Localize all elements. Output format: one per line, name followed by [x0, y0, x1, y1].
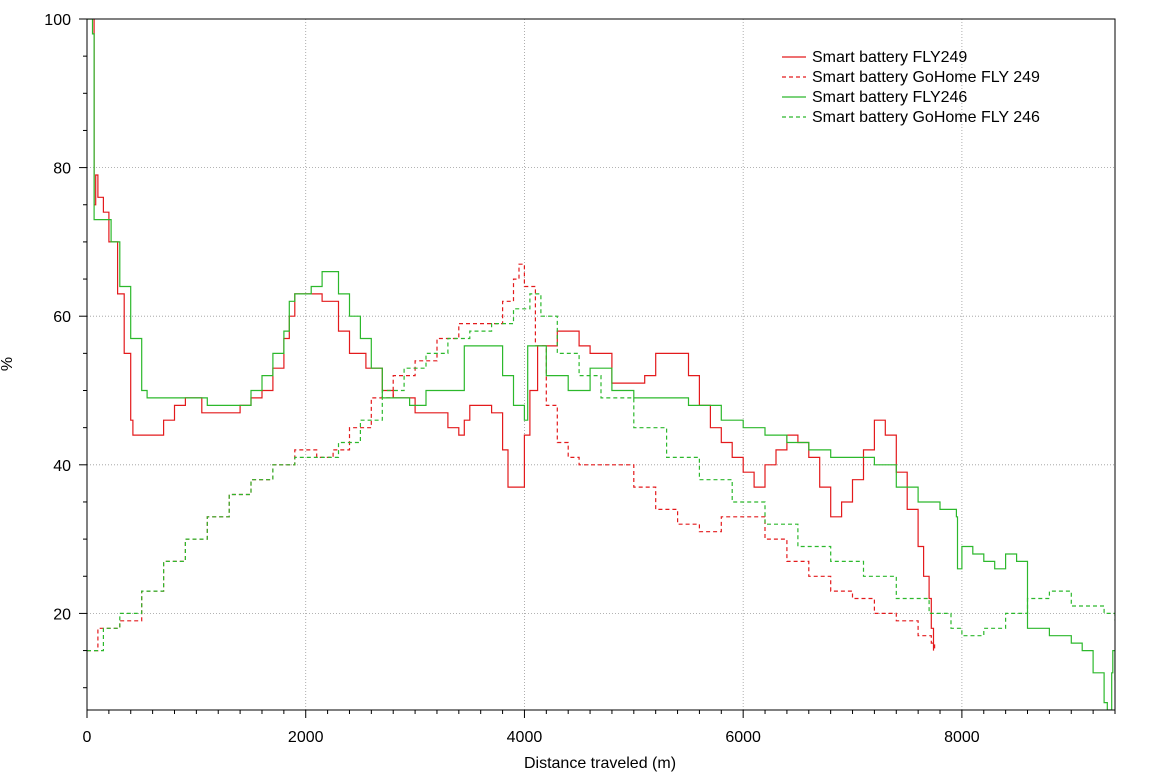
- series-lines: [87, 19, 1115, 710]
- legend-label: Smart battery FLY246: [812, 89, 967, 106]
- series-line-4: [87, 293, 1115, 652]
- plot-frame: [86, 18, 1116, 711]
- y-tick-label: 80: [53, 161, 71, 178]
- axes: 0 2000 4000 6000 8000 20 40 60 80 100: [44, 12, 1116, 746]
- x-tick-label: 4000: [507, 729, 543, 746]
- series-line-3: [87, 19, 1115, 710]
- y-tick-label: 40: [53, 458, 71, 475]
- legend-label: Smart battery GoHome FLY 249: [812, 69, 1040, 86]
- x-tick-label: 2000: [288, 729, 324, 746]
- x-axis-title: Distance traveled (m): [524, 755, 676, 772]
- y-axis-title: %: [0, 357, 16, 371]
- y-tick-label: 100: [44, 12, 71, 29]
- y-tick-label: 60: [53, 309, 71, 326]
- x-tick-label: 0: [83, 729, 92, 746]
- x-tick-label: 6000: [725, 729, 761, 746]
- x-tick-label: 8000: [944, 729, 980, 746]
- legend: Smart battery FLY249 Smart battery GoHome…: [782, 49, 1040, 126]
- legend-label: Smart battery FLY249: [812, 49, 967, 66]
- series-line-2: [87, 263, 936, 652]
- series-line-1: [93, 19, 935, 651]
- y-tick-label: 20: [53, 606, 71, 623]
- legend-label: Smart battery GoHome FLY 246: [812, 109, 1040, 126]
